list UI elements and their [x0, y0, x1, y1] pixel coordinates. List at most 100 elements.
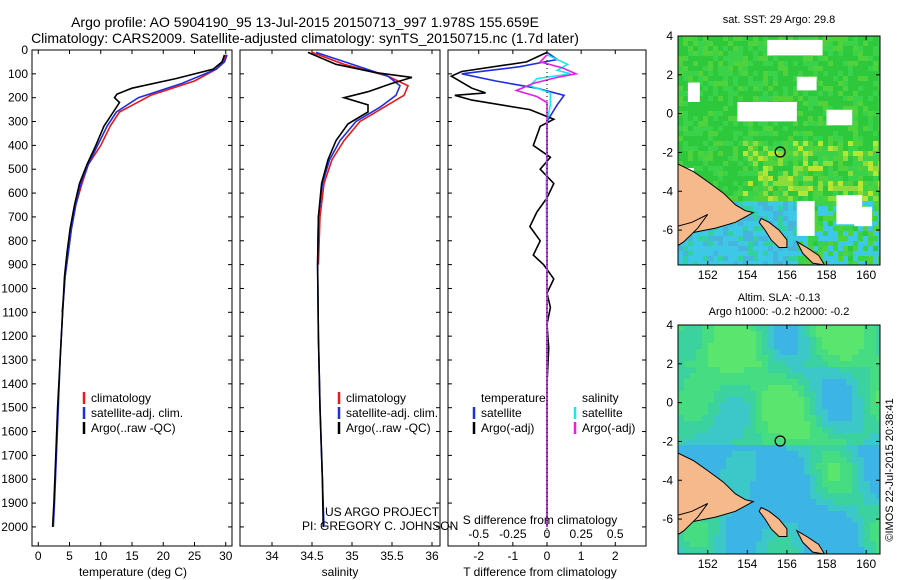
- sla-map-title-line-1: Altim. SLA: -0.13: [738, 292, 821, 304]
- figure-title-line-2: Climatology: CARS2009. Satellite-adjuste…: [31, 30, 579, 46]
- legend-climatology: climatology: [346, 391, 406, 405]
- lon-tick-label: 152: [698, 268, 718, 282]
- x-tick-label: 30: [219, 549, 233, 563]
- x-tick-label: 34.5: [300, 549, 324, 563]
- series-line-climatology: [61, 54, 227, 313]
- lat-tick-label: 4: [666, 29, 673, 43]
- figure-title-line-1: Argo profile: AO 5904190_95 13-Jul-2015 …: [71, 14, 539, 30]
- sla-map-title-line-2: Argo h1000: -0.2 h2000: -0.2: [709, 306, 850, 318]
- x-tick-label: 5: [66, 549, 73, 563]
- s-tick-label: 0.5: [607, 527, 624, 541]
- sla-map: [678, 325, 880, 554]
- lat-tick-label: -6: [662, 223, 673, 237]
- cloud-gap: [737, 101, 797, 122]
- lat-tick-label: 0: [666, 107, 673, 121]
- legend-salinity-header: salinity: [582, 391, 619, 405]
- lat-tick-label: -4: [662, 473, 673, 487]
- depth-tick-label: 1400: [1, 377, 28, 391]
- lat-tick-label: 4: [666, 318, 673, 332]
- cloud-gap: [854, 206, 873, 227]
- lon-tick-label: 156: [777, 557, 797, 571]
- salinity-panel-frame: [239, 49, 441, 547]
- land-mass: [758, 217, 788, 248]
- lat-tick-label: -4: [662, 184, 673, 198]
- lon-tick-label: 152: [698, 557, 718, 571]
- x-tick-label: 34: [265, 549, 279, 563]
- depth-tick-label: 1500: [1, 401, 28, 415]
- s-tick-label: 0.25: [569, 527, 593, 541]
- depth-tick-label: 1600: [1, 425, 28, 439]
- depth-tick-label: 1800: [1, 472, 28, 486]
- x-tick-label: 2: [612, 549, 619, 563]
- depth-tick-label: 2000: [1, 520, 28, 534]
- depth-tick-label: 1100: [2, 305, 28, 319]
- cloud-gap: [796, 76, 817, 91]
- legend-temperature-header: temperature: [481, 391, 546, 405]
- x-tick-label: 35: [345, 549, 359, 563]
- depth-tick-label: 300: [8, 115, 28, 129]
- cloud-gap: [687, 82, 700, 102]
- legend-satellite-adj: satellite-adj. clim.: [91, 406, 183, 420]
- temperature-plot: 0 5 10 15 20 25 30: [35, 50, 233, 563]
- series-line-salinity-satellite: [528, 54, 572, 527]
- legend-salinity-argo: Argo(-adj): [582, 421, 635, 435]
- temperature-legend: climatology satellite-adj. clim. Argo(..…: [82, 391, 183, 435]
- depth-tick-label: 1200: [1, 329, 28, 343]
- difference-legend: temperature satellite Argo(-adj) salinit…: [472, 391, 635, 435]
- lat-tick-label: -2: [662, 434, 673, 448]
- x-tick-label: 10: [94, 549, 108, 563]
- series-line-argo-raw-qc-: [307, 51, 413, 527]
- x-tick-label: 25: [188, 549, 202, 563]
- legend-argo: Argo(..raw -QC): [346, 421, 431, 435]
- t-difference-axis-label: T difference from climatology: [463, 565, 617, 579]
- lon-tick-label: 154: [737, 557, 757, 571]
- sst-map-frame: [677, 35, 881, 266]
- lon-tick-label: 158: [817, 268, 837, 282]
- land-mass: [795, 240, 826, 265]
- depth-tick-label: 200: [8, 91, 28, 105]
- depth-tick-label: 400: [8, 138, 28, 152]
- land-mass: [678, 503, 709, 536]
- depth-tick-label: 100: [8, 67, 28, 81]
- lon-tick-label: 160: [856, 557, 876, 571]
- depth-tick-label: 500: [8, 162, 28, 176]
- series-line-satellite-adj-clim-: [52, 54, 228, 527]
- series-line-climatology: [311, 51, 410, 265]
- sla-map-axes: 152 154 156 158 160 4 2 0 -2 -4 -6: [662, 318, 880, 571]
- x-tick-label: 1: [578, 549, 585, 563]
- argo-float-marker: [774, 435, 786, 447]
- temperature-axis-label: temperature (deg C): [79, 565, 187, 579]
- lon-tick-label: 160: [856, 268, 876, 282]
- depth-axis: 0 100 200 300 400 500 600 700 800 900 1000 1100 1200…: [1, 43, 646, 534]
- x-tick-label: 0: [544, 549, 551, 563]
- sla-map-frame: [677, 324, 881, 555]
- s-tick-label: 0: [544, 527, 551, 541]
- depth-tick-label: 800: [8, 234, 28, 248]
- temperature-panel-frame: [31, 49, 233, 547]
- depth-tick-label: 1300: [1, 353, 28, 367]
- imos-credit: ©IMOS 22-Jul-2015 20:38:41: [884, 398, 896, 541]
- legend-climatology: climatology: [91, 391, 151, 405]
- legend-temperature-argo: Argo(-adj): [481, 421, 534, 435]
- depth-tick-label: 1700: [1, 448, 28, 462]
- x-tick-label: 20: [157, 549, 171, 563]
- land-mass: [795, 529, 826, 554]
- cloud-gap: [767, 39, 823, 56]
- legend-salinity-satellite: satellite: [582, 406, 623, 420]
- salinity-axis-label: salinity: [322, 565, 359, 579]
- land-mass: [678, 214, 709, 247]
- lat-tick-label: -2: [662, 145, 673, 159]
- legend-satellite-adj: satellite-adj. clim.: [346, 406, 438, 420]
- series-line-temperature-argo-adj-: [449, 51, 556, 527]
- x-tick-label: 35.5: [380, 549, 404, 563]
- x-tick-label: -2: [473, 549, 484, 563]
- lat-tick-label: 0: [666, 396, 673, 410]
- s-tick-label: -0.25: [499, 527, 527, 541]
- sst-map: [678, 36, 880, 265]
- depth-tick-label: 1900: [1, 496, 28, 510]
- series-line-salinity-argo-adj-: [513, 54, 579, 527]
- lat-tick-label: 2: [666, 68, 673, 82]
- x-tick-label: -1: [508, 549, 519, 563]
- sst-map-axes: 152 154 156 158 160 4 2 0 -2 -4 -6: [662, 29, 880, 282]
